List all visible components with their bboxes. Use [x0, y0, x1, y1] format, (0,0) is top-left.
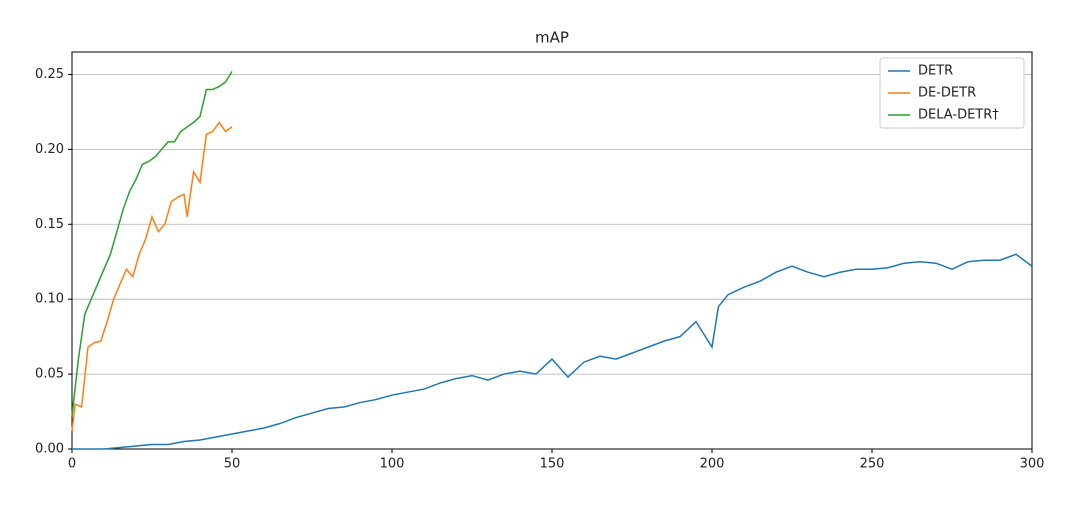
x-tick-label: 100 [380, 457, 405, 472]
y-tick-label: 0.25 [35, 67, 64, 82]
legend-label: DETR [918, 64, 953, 79]
x-tick-label: 150 [540, 457, 565, 472]
chart-title: mAP [535, 29, 569, 47]
y-tick-label: 0.20 [35, 142, 64, 157]
x-tick-label: 200 [700, 457, 725, 472]
y-tick-label: 0.15 [35, 217, 64, 232]
plot-frame [71, 51, 1033, 450]
series-line [71, 71, 233, 417]
legend-label: DE-DETR [918, 86, 976, 101]
x-tick-label: 300 [1020, 457, 1045, 472]
y-tick-label: 0.05 [35, 367, 64, 382]
series-line [71, 121, 233, 432]
legend-label: DELA-DETR† [918, 108, 999, 123]
y-tick-label: 0.00 [35, 442, 64, 457]
legend-box [879, 57, 1025, 129]
x-tick-label: 50 [224, 457, 241, 472]
x-tick-label: 250 [860, 457, 885, 472]
y-tick-label: 0.10 [35, 292, 64, 307]
x-tick-label: 0 [68, 457, 76, 472]
series-line [72, 253, 1033, 450]
